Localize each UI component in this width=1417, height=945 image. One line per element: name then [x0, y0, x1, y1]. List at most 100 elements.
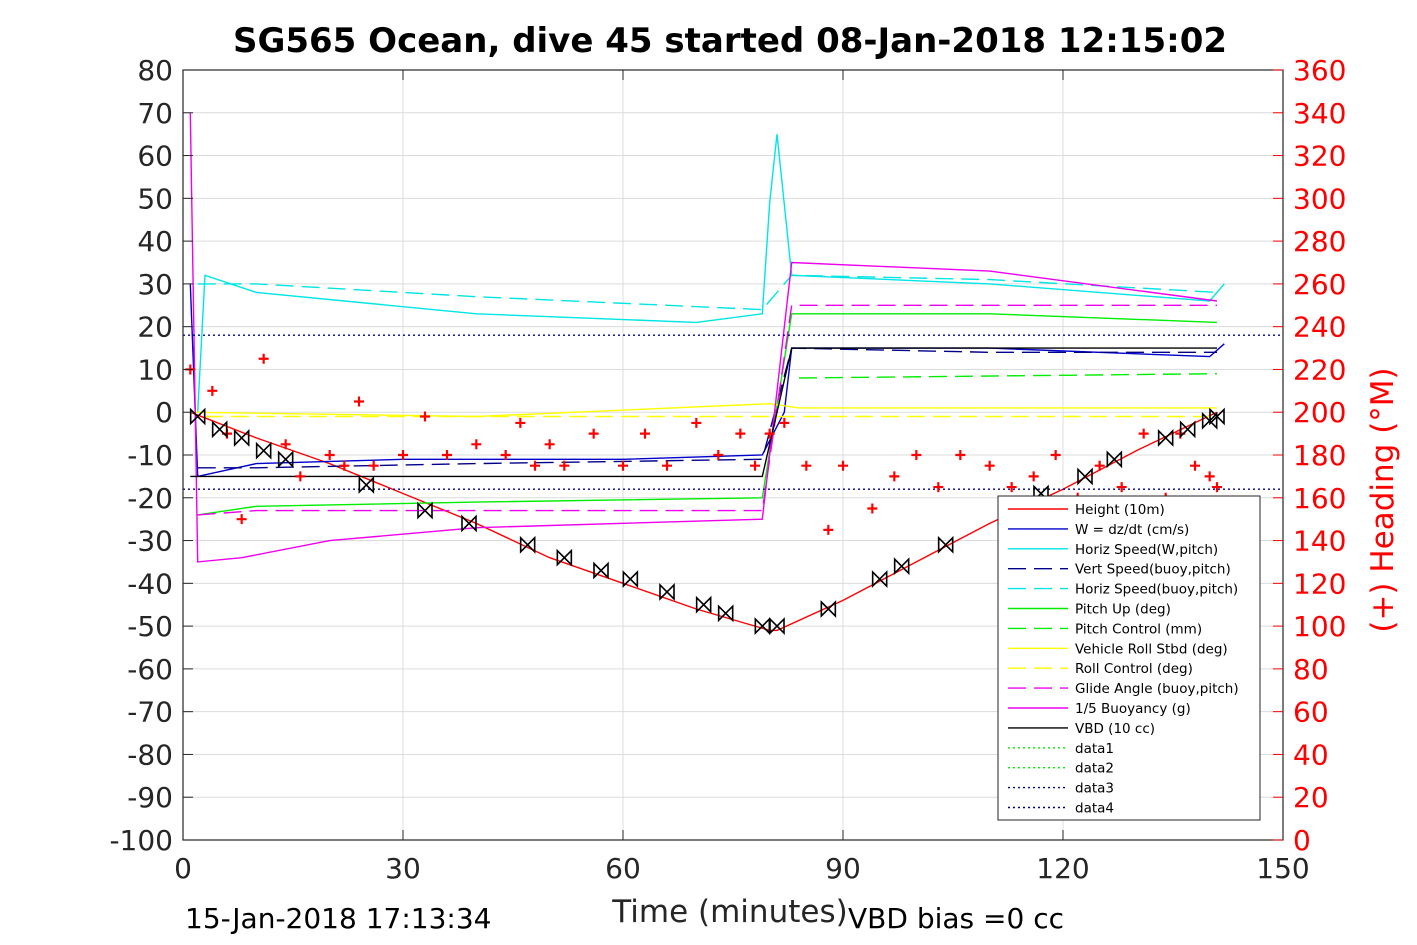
heading-point: [236, 514, 247, 525]
heading-markers: [185, 353, 1222, 535]
series-line: [798, 373, 1218, 379]
heading-point: [1138, 428, 1149, 439]
legend-entry: Pitch Control (mm): [1075, 621, 1202, 637]
y-tick-label-right: 360: [1293, 54, 1346, 87]
legend-entry: data3: [1075, 781, 1114, 797]
y-tick-label-left: 80: [137, 54, 173, 87]
heading-point: [640, 428, 650, 439]
y-tick-label-left: -60: [127, 653, 173, 686]
vbd-marker: [358, 476, 375, 494]
heading-point: [823, 524, 834, 535]
legend-entry: Horiz Speed(buoy,pitch): [1075, 582, 1238, 598]
legend-entry: Glide Angle (buoy,pitch): [1075, 681, 1239, 697]
legend-box: [997, 495, 1261, 821]
y-tick-label-left: 70: [137, 97, 173, 130]
heading-point: [324, 450, 335, 460]
heading-point: [442, 450, 452, 460]
heading-point: [1212, 482, 1222, 493]
y-tick-label-right: 240: [1293, 311, 1346, 344]
y-tick-label-right: 220: [1293, 353, 1346, 386]
heading-point: [258, 353, 269, 364]
y-tick-label-left: -30: [127, 525, 173, 558]
y-tick-label-right: 100: [1293, 610, 1346, 643]
vbd-marker: [233, 428, 250, 447]
heading-point: [867, 503, 878, 514]
vbd-marker: [211, 420, 228, 439]
vbd-marker: [1179, 420, 1196, 439]
heading-point: [955, 450, 966, 460]
y-tick-label-left: 30: [137, 268, 173, 301]
heading-point: [1006, 482, 1017, 493]
y-tick-label-left: 40: [137, 225, 173, 258]
y-tick-label-right: 300: [1293, 182, 1346, 215]
series-line: [190, 402, 1217, 418]
legend-entry: VBD (10 cc): [1075, 721, 1155, 737]
series-line: [197, 304, 1217, 516]
x-tick-label: 150: [1256, 852, 1309, 885]
heading-point: [911, 450, 922, 460]
heading-point: [544, 439, 555, 450]
heading-point: [471, 439, 482, 450]
heading-point: [618, 460, 628, 471]
heading-point: [691, 417, 702, 428]
vbd-markers: [189, 407, 1225, 636]
vbd-marker: [1157, 428, 1174, 447]
legend-entry: Horiz Speed(W,pitch): [1075, 542, 1218, 558]
y-tick-label-left: 10: [137, 353, 173, 386]
y-tick-label-left: -100: [109, 824, 173, 857]
y-axis-right-label: (+) Heading (°M): [1365, 367, 1401, 632]
vbd-marker: [255, 441, 272, 460]
y-tick-label-left: -40: [127, 567, 173, 600]
y-axis-left-ticks: 80 70 60 50 40 30 20 10 0 -10 -20 -30 -40 -50 -60 -70 -8…: [109, 54, 193, 857]
heading-point: [280, 439, 291, 450]
heading-point: [515, 417, 526, 428]
y-tick-label-left: -90: [127, 781, 173, 814]
x-tick-label: 30: [385, 852, 421, 885]
footer-date: 15-Jan-2018 17:13:34: [185, 902, 491, 935]
x-tick-label: 120: [1036, 852, 1089, 885]
y-tick-label-right: 20: [1293, 781, 1329, 814]
heading-point: [984, 460, 995, 471]
vbd-marker: [871, 570, 888, 588]
y-tick-label-right: 320: [1293, 140, 1346, 173]
y-tick-label-left: 60: [137, 140, 173, 173]
heading-point: [838, 460, 848, 471]
y-tick-label-left: -50: [127, 610, 173, 643]
legend-entry: data4: [1075, 801, 1114, 817]
y-tick-label-left: -10: [127, 439, 173, 472]
vbd-marker: [461, 514, 477, 533]
heading-point: [750, 460, 760, 471]
heading-point: [1094, 460, 1105, 471]
vbd-marker: [417, 501, 433, 520]
legend-entry: Vehicle Roll Stbd (deg): [1075, 641, 1228, 657]
vbd-marker: [769, 617, 785, 636]
vbd-marker: [1106, 450, 1123, 469]
heading-point: [295, 471, 306, 482]
vbd-marker: [1077, 467, 1093, 486]
vbd-marker: [1201, 411, 1218, 430]
y-tick-label-right: 280: [1293, 225, 1346, 258]
y-tick-label-right: 200: [1293, 396, 1346, 429]
y-tick-label-left: -70: [127, 696, 173, 729]
legend: Height (10m) W = dz/dt (cm/s) Horiz Speed(…: [997, 495, 1261, 821]
vbd-marker: [717, 604, 734, 623]
y-tick-label-right: 180: [1293, 439, 1346, 472]
heading-point: [1116, 482, 1127, 493]
series-line: [197, 313, 1218, 516]
heading-point: [1190, 460, 1200, 471]
heading-point: [933, 482, 944, 493]
vbd-marker: [937, 535, 954, 554]
y-tick-label-left: -20: [127, 482, 173, 515]
heading-point: [530, 460, 540, 471]
heading-point: [662, 460, 672, 471]
heading-point: [559, 460, 570, 471]
heading-point: [1204, 471, 1215, 482]
x-tick-label: 60: [605, 852, 641, 885]
heading-point: [588, 428, 599, 439]
series-line: [197, 274, 1218, 311]
y-tick-label-left: 0: [155, 396, 173, 429]
legend-entry: data2: [1075, 761, 1114, 777]
legend-entry: Roll Control (deg): [1075, 661, 1193, 677]
series-line: [197, 347, 1217, 469]
